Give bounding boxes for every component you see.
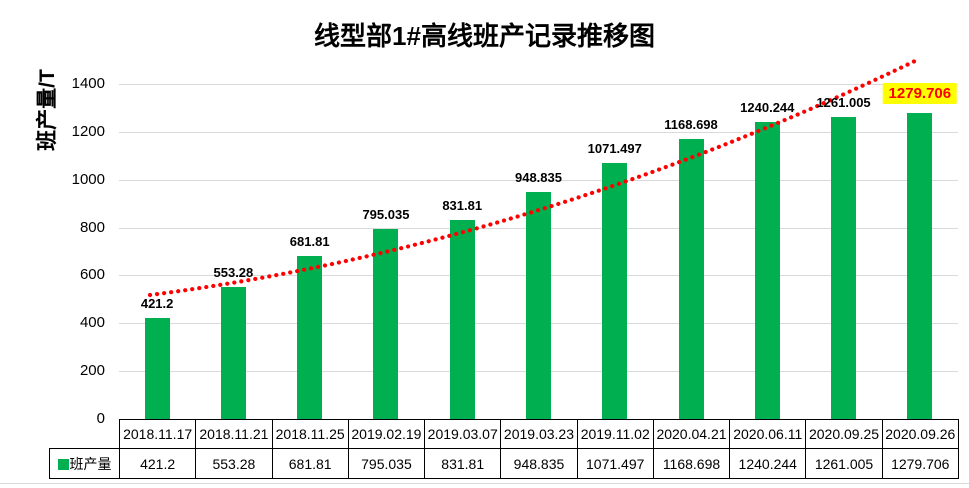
data-label: 795.035 <box>362 206 410 222</box>
y-tick-label: 200 <box>79 362 105 380</box>
date-cell: 2020.04.21 <box>652 419 731 449</box>
data-label: 553.28 <box>213 264 254 280</box>
data-label: 1168.698 <box>664 117 718 133</box>
table-corner-empty <box>50 420 120 449</box>
table-values-row: 班产量 421.2 553.28 681.81 795.035 831.81 948.83… <box>49 448 959 479</box>
bottom-divider <box>0 483 969 484</box>
value-cell: 795.035 <box>347 448 426 479</box>
data-label: 1261.005 <box>816 95 871 111</box>
date-cell: 2019.03.23 <box>500 419 578 449</box>
data-label: 831.81 <box>442 197 483 213</box>
y-tick-label: 0 <box>96 410 105 427</box>
bar <box>831 117 857 419</box>
value-cell: 553.28 <box>195 448 273 479</box>
y-axis-title: 班产量/T <box>36 69 59 151</box>
data-label: 948.835 <box>514 169 562 185</box>
bar <box>602 162 628 419</box>
date-cell: 2019.11.02 <box>576 419 654 449</box>
legend-label: 班产量 <box>69 455 112 472</box>
y-tick-label: 1000 <box>71 170 105 188</box>
y-tick-label: 600 <box>79 266 105 284</box>
y-tick-label: 400 <box>79 314 105 332</box>
value-cell: 1071.497 <box>576 448 654 479</box>
chart-title: 线型部1#高线班产记录推移图 <box>314 21 655 51</box>
date-cell: 2020.09.25 <box>805 419 883 449</box>
value-cell: 1240.244 <box>729 448 807 479</box>
data-label-highlighted: 1279.706 <box>882 82 958 104</box>
bar <box>220 286 246 419</box>
bar <box>525 191 551 419</box>
data-label: 681.81 <box>289 233 330 249</box>
bar <box>373 228 399 419</box>
bar <box>678 139 704 419</box>
date-cell: 2019.02.19 <box>347 419 426 449</box>
bar <box>449 219 475 419</box>
table-dates-row: 2018.11.17 2018.11.21 2018.11.25 2019.02.19… <box>50 419 959 449</box>
date-cell: 2018.11.21 <box>195 419 273 449</box>
date-cell: 2020.06.11 <box>729 419 807 449</box>
bar <box>754 122 780 419</box>
data-label: 1240.244 <box>740 100 795 116</box>
value-cell: 831.81 <box>424 448 502 479</box>
date-cell: 2020.09.26 <box>881 419 959 449</box>
data-table: 2018.11.17 2018.11.21 2018.11.25 2019.02.19… <box>49 419 959 479</box>
y-tick-label: 800 <box>79 218 105 236</box>
value-cell: 948.835 <box>500 448 578 479</box>
gridline <box>119 84 958 85</box>
legend-swatch-icon <box>57 458 69 470</box>
date-cell: 2018.11.17 <box>118 419 197 449</box>
value-cell: 421.2 <box>118 448 197 479</box>
bar <box>297 255 323 419</box>
y-tick-label: 1400 <box>71 75 105 92</box>
data-label: 1071.497 <box>587 140 642 156</box>
legend-cell: 班产量 <box>49 448 120 479</box>
value-cell: 681.81 <box>271 448 349 479</box>
date-cell: 2018.11.25 <box>271 419 349 449</box>
y-tick-label: 1200 <box>71 122 105 140</box>
value-cell: 1168.698 <box>652 448 731 479</box>
data-label: 421.2 <box>140 296 174 312</box>
bar <box>907 112 933 419</box>
bar <box>144 318 170 419</box>
date-cell: 2019.03.07 <box>424 419 502 449</box>
value-cell: 1261.005 <box>805 448 883 479</box>
value-cell: 1279.706 <box>881 448 959 479</box>
